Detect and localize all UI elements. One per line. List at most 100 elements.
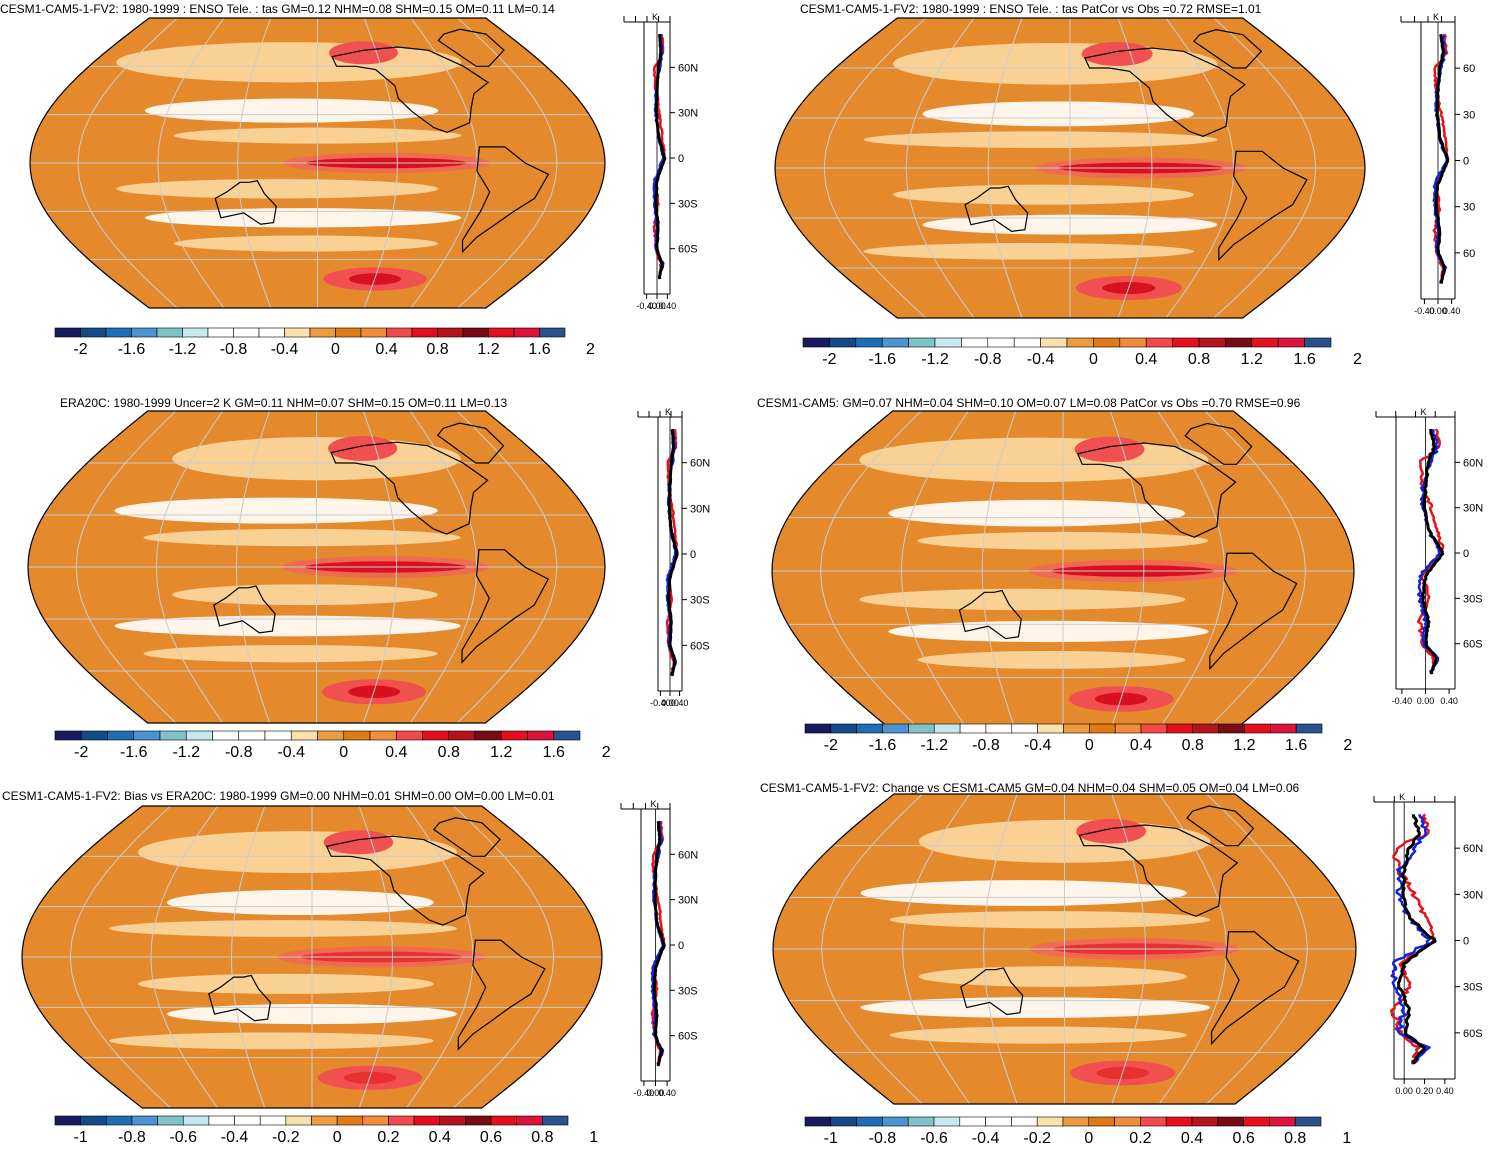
colorbar-cell	[465, 1115, 492, 1126]
colorbar-cell	[258, 327, 285, 338]
zonal-tick-label: 0.40	[658, 1088, 676, 1098]
colorbar-cell	[1040, 337, 1068, 348]
zonal-unit-label: K	[1420, 407, 1426, 417]
zonal-line-model	[654, 34, 667, 280]
colorbar-cell	[259, 1115, 287, 1126]
colorbar-label: -0.4	[221, 1129, 249, 1146]
coastline-australia	[208, 974, 272, 1022]
colorbar-cell	[1191, 1116, 1219, 1127]
zonal-tick-label: 0.00	[647, 1088, 665, 1098]
colorbar-cell	[1269, 1116, 1296, 1127]
colorbar-label: 0	[331, 341, 340, 358]
colorbar-cell	[80, 327, 107, 338]
colorbar-cell	[208, 1115, 235, 1126]
colorbar-cell	[959, 1116, 986, 1127]
lat-label: 60N	[678, 849, 698, 861]
colorbar-cell	[933, 1116, 961, 1127]
colorbar-cell	[284, 327, 311, 338]
lat-label: 30N	[1463, 503, 1483, 515]
colorbar-label: 1.6	[1285, 737, 1307, 754]
colorbar-cell	[934, 337, 962, 348]
zonal-line-model	[1397, 814, 1437, 1065]
lat-label: 60N	[1463, 843, 1483, 855]
colorbar-label: -0.2	[1023, 1130, 1051, 1147]
colorbar-label: 0.8	[531, 1129, 553, 1146]
colorbar-cell	[513, 327, 540, 338]
lon-gridline	[358, 806, 394, 1108]
coastline-australia	[964, 185, 1029, 232]
anomaly-band	[859, 588, 1186, 611]
zonal-unit-label: K	[665, 407, 671, 417]
lat-label: 0	[1463, 936, 1469, 948]
colorbar: -2 -1.6 -1.2 -0.8 -0.4 0 0.4 0.8 1.2 1.6 2	[804, 723, 1352, 754]
coastline-greenland	[1193, 29, 1263, 69]
colorbar-label: -0.4	[1024, 737, 1052, 754]
colorbar-cell	[542, 1115, 569, 1126]
colorbar-label: -1.2	[920, 737, 948, 754]
colorbar-label: -1.2	[921, 351, 949, 368]
colorbar-cell	[233, 327, 260, 338]
colorbar-label: -0.2	[272, 1129, 300, 1146]
coastline-australia	[958, 589, 1022, 640]
colorbar-cell	[830, 1116, 857, 1127]
colorbar-label: 2	[586, 341, 595, 358]
colorbar-cell	[985, 1116, 1012, 1127]
colorbar-label: 0	[1089, 351, 1098, 368]
anomaly-band	[145, 98, 439, 123]
colorbar-cell	[234, 1115, 261, 1126]
zonal-tick-label: 0.00	[661, 698, 679, 708]
anomaly-band	[893, 184, 1194, 205]
coastline-australia	[960, 967, 1024, 1016]
lat-label: 30S	[1463, 593, 1483, 605]
north-hotspot	[1076, 818, 1147, 844]
colorbar-cell	[462, 327, 489, 338]
zonal-tick-label: 0.00	[1429, 306, 1447, 316]
colorbar-cell	[961, 337, 989, 348]
lon-gridline	[237, 18, 272, 308]
colorbar-label: 0.8	[1182, 737, 1204, 754]
lon-gridline	[157, 18, 225, 308]
colorbar-label: 0.4	[429, 1129, 451, 1146]
zonal-line-model	[667, 428, 679, 676]
colorbar-cell	[1114, 723, 1142, 734]
anomaly-band	[863, 131, 1218, 148]
colorbar-cell	[131, 1115, 158, 1126]
colorbar-label: -2	[824, 737, 838, 754]
colorbar-label: -0.8	[225, 744, 253, 761]
zonal-mean-plot: K -0.400.000.40 60N 30N 0 30S 60S	[623, 12, 698, 311]
map-plot	[771, 410, 1355, 732]
zonal-unit-label: K	[650, 799, 656, 809]
colorbar-label: 0	[1085, 737, 1094, 754]
colorbar-cell	[411, 327, 438, 338]
colorbar-label: -1.2	[169, 341, 197, 358]
colorbar-cell	[1277, 337, 1305, 348]
zonal-tick-label: 0.00	[1395, 1086, 1413, 1096]
colorbar-cell	[105, 1115, 133, 1126]
lon-gridline	[821, 794, 923, 1104]
colorbar-cell	[156, 327, 183, 338]
coastline-greenland	[437, 28, 505, 67]
colorbar-cell	[474, 730, 502, 741]
anomaly-band	[917, 651, 1186, 669]
colorbar-label: 0.2	[1129, 1130, 1151, 1147]
colorbar-cell	[133, 730, 161, 741]
colorbar-cell	[185, 730, 213, 741]
anomaly-band	[116, 179, 439, 199]
lat-label: 0	[678, 153, 684, 165]
colorbar-label: 1.2	[477, 341, 499, 358]
colorbar-label: -2	[73, 341, 87, 358]
colorbar-label: -0.8	[974, 351, 1002, 368]
colorbar-label: 0.8	[438, 744, 460, 761]
anomaly-band	[143, 645, 438, 663]
colorbar-cell	[1145, 337, 1173, 348]
colorbar-label: 0.6	[480, 1129, 502, 1146]
colorbar-cell	[335, 327, 362, 338]
colorbar-cell	[516, 1115, 543, 1126]
colorbar-cell	[343, 730, 371, 741]
colorbar-label: 1.2	[1241, 351, 1263, 368]
north-hotspot	[1074, 436, 1145, 463]
coastline-northAmerica	[1078, 824, 1239, 917]
colorbar-cell	[804, 723, 832, 734]
zonal-mean-plot: K -0.400.000.40 60 30 0 30 60	[1400, 12, 1475, 316]
coastline-southAmerica	[461, 549, 550, 664]
